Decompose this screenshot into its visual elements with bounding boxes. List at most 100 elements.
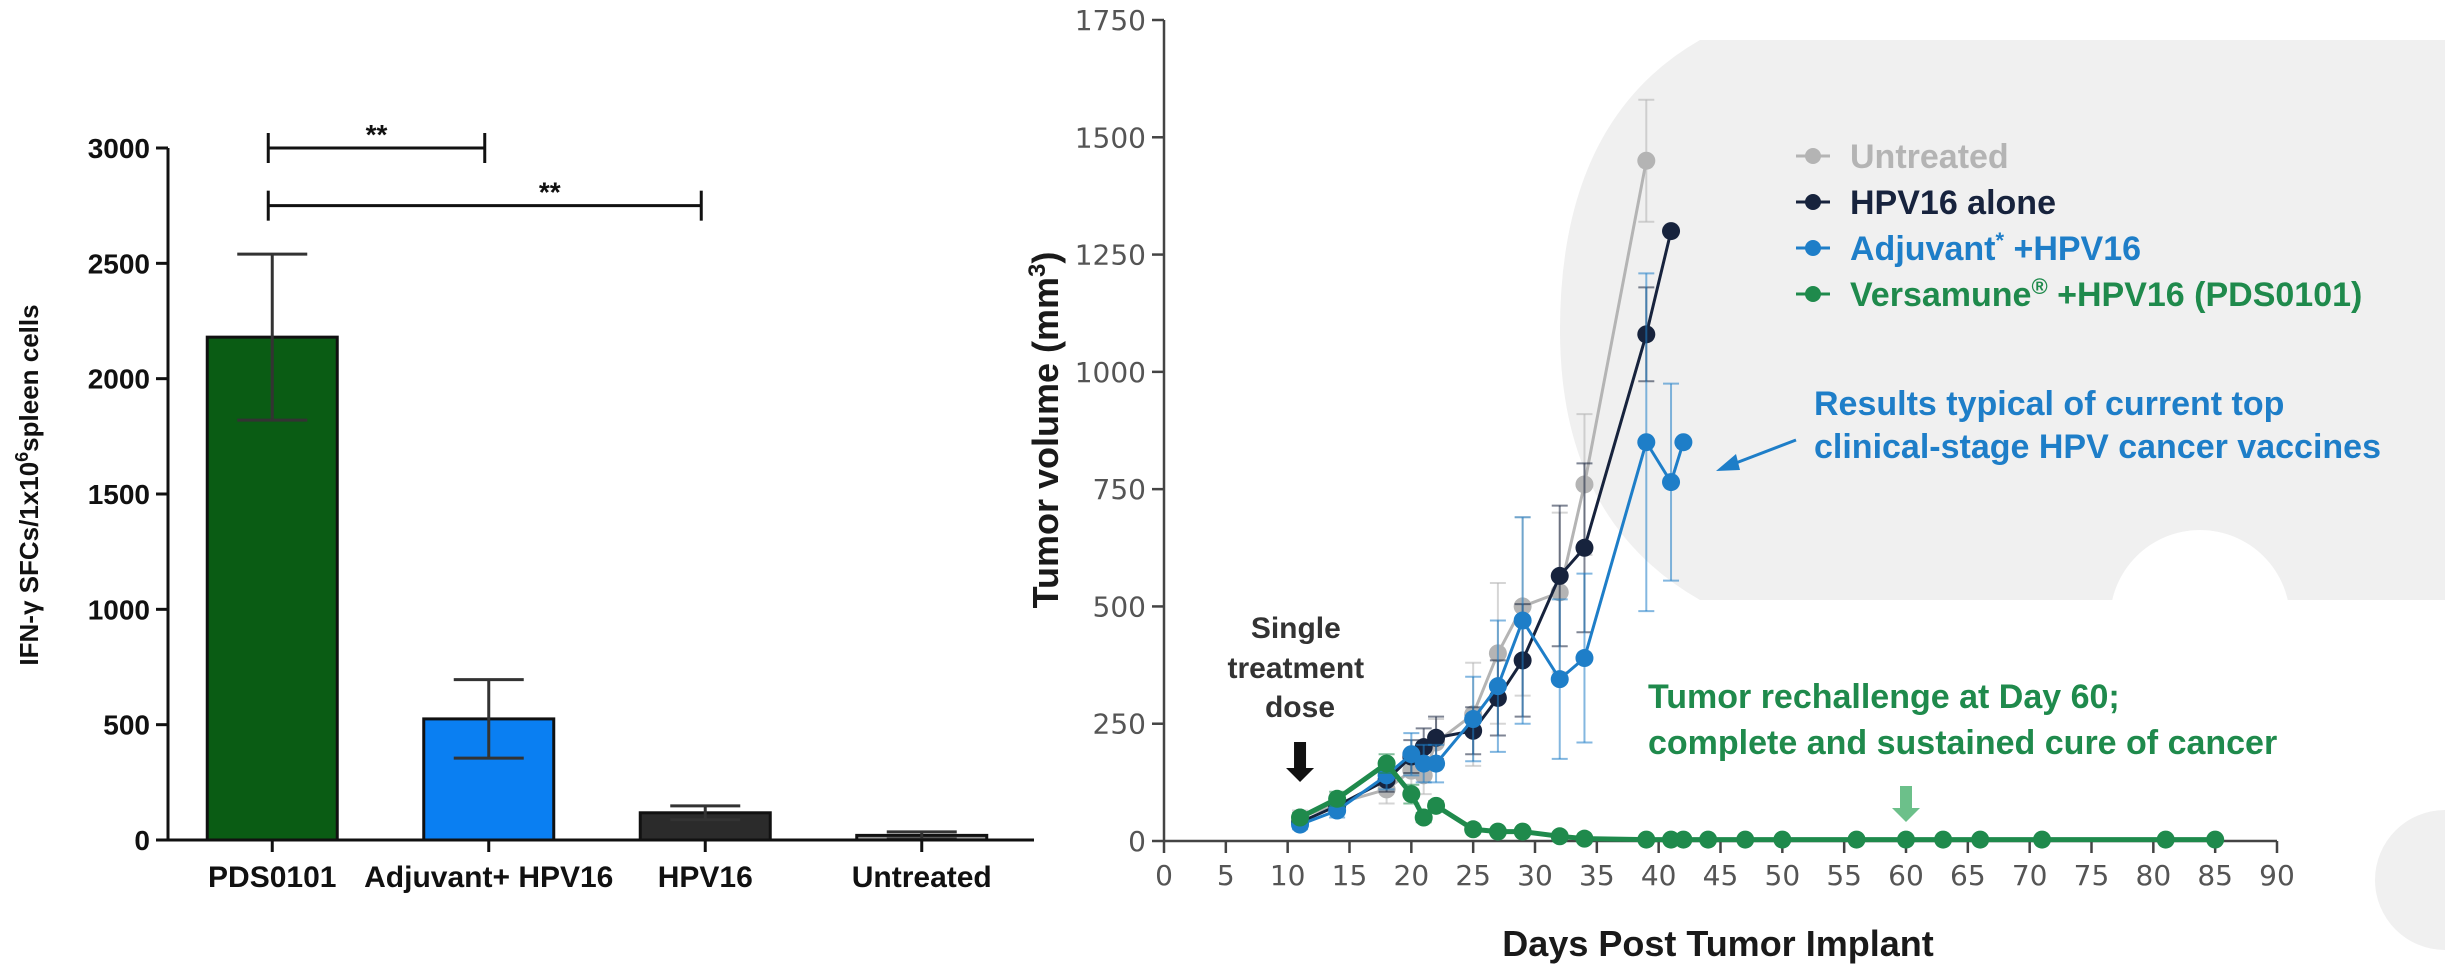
bar-category-label-adjuvant-hpv16: Adjuvant+ HPV16 [364,861,613,894]
bar-y-axis-label: IFN-γ SFCs/1x106spleen cells [12,304,44,665]
rechallenge-line-2: complete and sustained cure of cancer [1648,724,2277,762]
svg-text:Results typical of current top: Results typical of current top clinical-… [1814,385,2381,466]
line-x-tick-label: 80 [2136,859,2172,892]
svg-text:Single treatment: Single treatment dose [1227,612,1372,724]
line-y-tick-label: 1250 [1075,239,1146,272]
typical-results-line-1: Results typical of current top [1814,385,2284,423]
line-x-tick-label: 50 [1765,859,1801,892]
line-chart: 0 250 500 750 1000 1250 1500 1750 0 5 10 15 20 25 30 3… [1024,4,2381,964]
bar-y-label-sup: 6 [12,452,32,462]
line-x-tick-label: 55 [1826,859,1862,892]
data-point [1402,745,1421,764]
line-y-tick-label: 250 [1093,708,1146,741]
line-x-tick-label: 25 [1455,859,1491,892]
data-point [1427,754,1446,773]
annotation-rechallenge: Tumor rechallenge at Day 60; complete an… [1648,678,2277,822]
legend-label-hpv16-alone: HPV16 alone [1850,184,2056,222]
line-x-tick-label: 40 [1641,859,1677,892]
line-y-label-close: ) [1025,252,1066,264]
line-x-tick-label: 75 [2074,859,2110,892]
data-point [1513,611,1532,630]
line-y-tick-label: 1000 [1075,356,1146,389]
rechallenge-line-1: Tumor rechallenge at Day 60; [1648,678,2120,716]
data-point [1427,796,1446,815]
bar-y-label-prefix: IFN- [14,615,44,666]
line-y-tick-label: 1750 [1075,4,1146,37]
data-point [2156,830,2175,849]
series-versamune-hpv16-pds0101 [1291,753,2225,849]
line-x-tick-label: 20 [1394,859,1430,892]
line-y-axis: 0 250 500 750 1000 1250 1500 1750 [1075,4,1166,858]
svg-text:Versamune® +HPV16 (PDS0101): Versamune® +HPV16 (PDS0101) [1850,274,2362,315]
legend-label-untreated: Untreated [1850,138,2009,176]
data-point [1662,473,1681,492]
bar-y-tick-label: 1500 [88,479,150,510]
single-dose-line-3: dose [1265,691,1335,724]
data-point [1488,677,1507,696]
data-point [1291,808,1310,827]
typical-results-line-2: clinical-stage HPV cancer vaccines [1814,428,2381,466]
data-point [1328,789,1347,808]
line-y-label-sup: 3 [1024,264,1051,277]
bar-y-tick-label: 2000 [88,364,150,395]
bar-chart: 0 500 1000 1500 2000 2500 3000 PDS0101 Adjuvant… [12,119,1034,894]
data-point [1575,649,1594,668]
legend-label-versamune-sup: ® [2031,274,2047,299]
legend-label-adjuvant-suffix: +HPV16 [2004,230,2141,268]
typical-results-arrow-icon [1716,438,1797,471]
line-y-tick-label: 1500 [1075,121,1146,154]
bar-category-label-hpv16: HPV16 [658,861,753,894]
line-x-tick-label: 5 [1217,859,1235,892]
significance-brackets: ** ** [266,119,703,221]
single-dose-arrow-icon [1286,742,1315,782]
line-x-axis-label: Days Post Tumor Implant [1502,923,1933,964]
data-point [1550,827,1569,846]
line-y-tick-label: 500 [1093,590,1146,623]
legend-label-adjuvant-sup: * [1995,228,2004,253]
line-x-tick-label: 10 [1270,859,1306,892]
bar-y-label-gamma: γ [14,600,44,615]
background-watermark-logo [1560,40,2445,950]
line-y-tick-label: 0 [1128,825,1146,858]
bar-y-axis: 0 500 1000 1500 2000 2500 3000 [88,133,170,856]
legend-label-versamune-suffix: +HPV16 (PDS0101) [2048,276,2363,314]
line-x-tick-label: 70 [2012,859,2048,892]
data-point [1575,538,1594,557]
legend-item-hpv16-alone: HPV16 alone [1796,184,2056,222]
single-dose-line-2: treatment [1227,652,1364,685]
annotation-typical-results: Results typical of current top clinical-… [1716,385,2381,471]
bar-y-tick-label: 3000 [88,133,150,164]
line-x-tick-label: 65 [1950,859,1986,892]
bar-category-label-pds0101: PDS0101 [208,861,336,894]
svg-text:Tumor rechallenge at Day 60;: Tumor rechallenge at Day 60; complete an… [1648,678,2277,762]
bar-y-tick-label: 1000 [88,594,150,625]
data-point [1414,808,1433,827]
line-x-tick-label: 85 [2197,859,2233,892]
data-point [1488,822,1507,841]
legend-label-adjuvant: Adjuvant [1850,230,1995,268]
bar-category-label-untreated: Untreated [852,861,992,894]
line-y-label-main: Tumor volume (mm [1025,277,1066,608]
data-point [1662,830,1681,849]
significance-label-1: ** [539,177,561,208]
data-point [1427,728,1446,747]
bar-y-tick-label: 2500 [88,248,150,279]
data-point [2206,830,2225,849]
legend-item-versamune: Versamune® +HPV16 (PDS0101) [1796,274,2362,315]
data-point [1637,151,1656,170]
data-point [1464,710,1483,729]
line-x-tick-label: 35 [1579,859,1615,892]
data-point [1897,830,1915,849]
line-x-tick-label: 0 [1155,859,1173,892]
svg-text:HPV16 alone: HPV16 alone [1850,184,2056,222]
line-x-tick-label: 60 [1888,859,1924,892]
line-x-tick-label: 45 [1703,859,1739,892]
data-point [1464,820,1483,839]
significance-label-0: ** [366,119,388,150]
line-series-group [1291,98,2225,849]
legend-label-versamune: Versamune [1850,276,2031,314]
data-point [1377,754,1396,773]
bar-y-label-suffix: spleen cells [14,304,44,451]
bar-y-label-mid: SFCs/1x10 [14,462,44,601]
